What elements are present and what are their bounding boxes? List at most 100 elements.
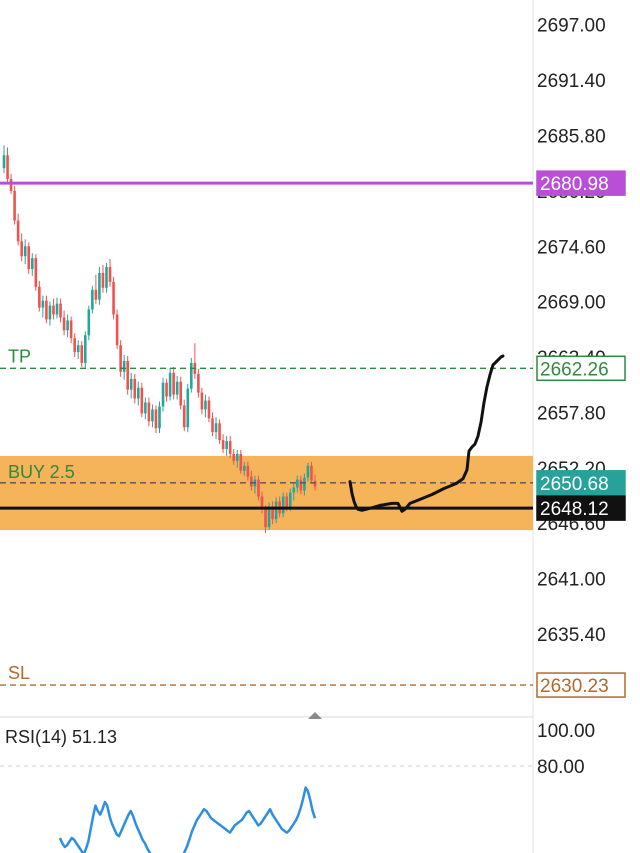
candle-body xyxy=(158,406,161,429)
candle-body xyxy=(66,320,69,331)
price-tag-label: 2662.26 xyxy=(540,359,609,380)
candle-body xyxy=(94,289,98,300)
price-tag-label: 2648.12 xyxy=(540,499,609,520)
candle-body xyxy=(207,400,211,419)
candle-body xyxy=(20,241,23,257)
candle-body xyxy=(172,372,175,395)
candle-body xyxy=(9,179,13,191)
candle-body xyxy=(30,258,34,269)
candle-body xyxy=(186,388,190,428)
buy-label: BUY 2.5 xyxy=(8,462,75,482)
price-tick-label: 2685.80 xyxy=(537,126,606,147)
tp-label: TP xyxy=(8,346,31,366)
candle-body xyxy=(243,465,246,471)
candle-body xyxy=(122,360,126,372)
candle-body xyxy=(126,360,129,390)
rsi-title: RSI(14) 51.13 xyxy=(5,727,117,747)
candle-body xyxy=(133,378,137,399)
candle-body xyxy=(55,303,59,315)
candle-body xyxy=(80,345,84,363)
candle-body xyxy=(303,477,306,491)
price-tick-label: 2669.00 xyxy=(537,293,606,314)
candle-body xyxy=(246,465,250,477)
candle-body xyxy=(179,381,183,406)
candle-body xyxy=(62,317,66,331)
candle-body xyxy=(296,479,299,488)
price-tag-label: 2680.98 xyxy=(540,174,609,195)
candle-body xyxy=(264,509,267,528)
rsi-tick-100: 100.00 xyxy=(537,721,595,742)
candle-body xyxy=(299,479,303,491)
price-tick-label: 2657.80 xyxy=(537,403,606,424)
candle-body xyxy=(34,258,38,287)
candle-body xyxy=(182,405,186,428)
candle-body xyxy=(38,286,41,308)
price-tick-label: 2691.40 xyxy=(537,71,606,92)
candle-body xyxy=(190,362,193,389)
candle-body xyxy=(267,506,271,528)
candle-body xyxy=(161,382,165,407)
candle-body xyxy=(211,418,214,433)
candle-body xyxy=(119,345,122,372)
candle-body xyxy=(221,440,225,449)
candle-body xyxy=(129,378,133,390)
candle-body xyxy=(27,246,31,269)
candle-body xyxy=(306,465,310,478)
candle-body xyxy=(218,423,221,441)
sl-label: SL xyxy=(8,663,30,683)
candle-body xyxy=(48,305,52,320)
candle-body xyxy=(204,400,207,410)
candle-body xyxy=(165,382,168,397)
candle-body xyxy=(225,441,228,449)
candle-body xyxy=(136,387,140,399)
candle-body xyxy=(147,402,151,422)
price-axis[interactable]: 2697.002691.402685.802680.202674.602669.… xyxy=(537,16,606,646)
candle-body xyxy=(13,190,16,221)
candle-body xyxy=(151,409,154,422)
price-tag-box xyxy=(536,170,626,196)
candle-body xyxy=(2,155,6,169)
price-tick-label: 2635.40 xyxy=(537,625,606,646)
candle-body xyxy=(154,409,158,429)
candle-body xyxy=(310,465,313,481)
candle-body xyxy=(250,476,253,487)
candlesticks[interactable] xyxy=(2,145,317,534)
panel-resize-handle-icon[interactable] xyxy=(308,712,322,719)
candle-body xyxy=(214,423,218,433)
candle-body xyxy=(52,305,55,315)
candle-body xyxy=(144,402,147,414)
candle-body xyxy=(101,272,105,288)
candle-body xyxy=(197,373,200,393)
price-tag-box xyxy=(536,495,626,521)
candle-body xyxy=(274,501,278,520)
rsi-series-line[interactable] xyxy=(58,786,317,853)
price-tag-label: 2650.68 xyxy=(540,474,609,495)
candle-body xyxy=(108,267,112,282)
candle-body xyxy=(105,267,108,288)
candle-body xyxy=(91,289,94,310)
price-tag-box xyxy=(536,470,626,496)
candle-body xyxy=(175,381,179,395)
price-tick-label: 2697.00 xyxy=(537,16,606,37)
candle-body xyxy=(23,246,27,257)
candle-body xyxy=(112,281,115,315)
horizontal-lines[interactable] xyxy=(0,181,533,686)
candle-body xyxy=(6,155,9,180)
price-tick-label: 2641.00 xyxy=(537,570,606,591)
candle-body xyxy=(168,372,172,397)
candle-body xyxy=(115,314,119,346)
candle-body xyxy=(257,479,260,497)
candle-body xyxy=(83,335,87,363)
candle-body xyxy=(235,453,239,461)
price-tag-box xyxy=(536,672,626,698)
candle-body xyxy=(73,338,76,353)
candle-body xyxy=(232,453,236,461)
candle-body xyxy=(16,220,20,242)
candle-body xyxy=(271,506,274,520)
candle-body xyxy=(98,272,101,300)
candle-body xyxy=(140,387,144,414)
candle-body xyxy=(200,392,204,410)
rsi-tick-80: 80.00 xyxy=(537,757,585,778)
candle-body xyxy=(292,487,296,493)
